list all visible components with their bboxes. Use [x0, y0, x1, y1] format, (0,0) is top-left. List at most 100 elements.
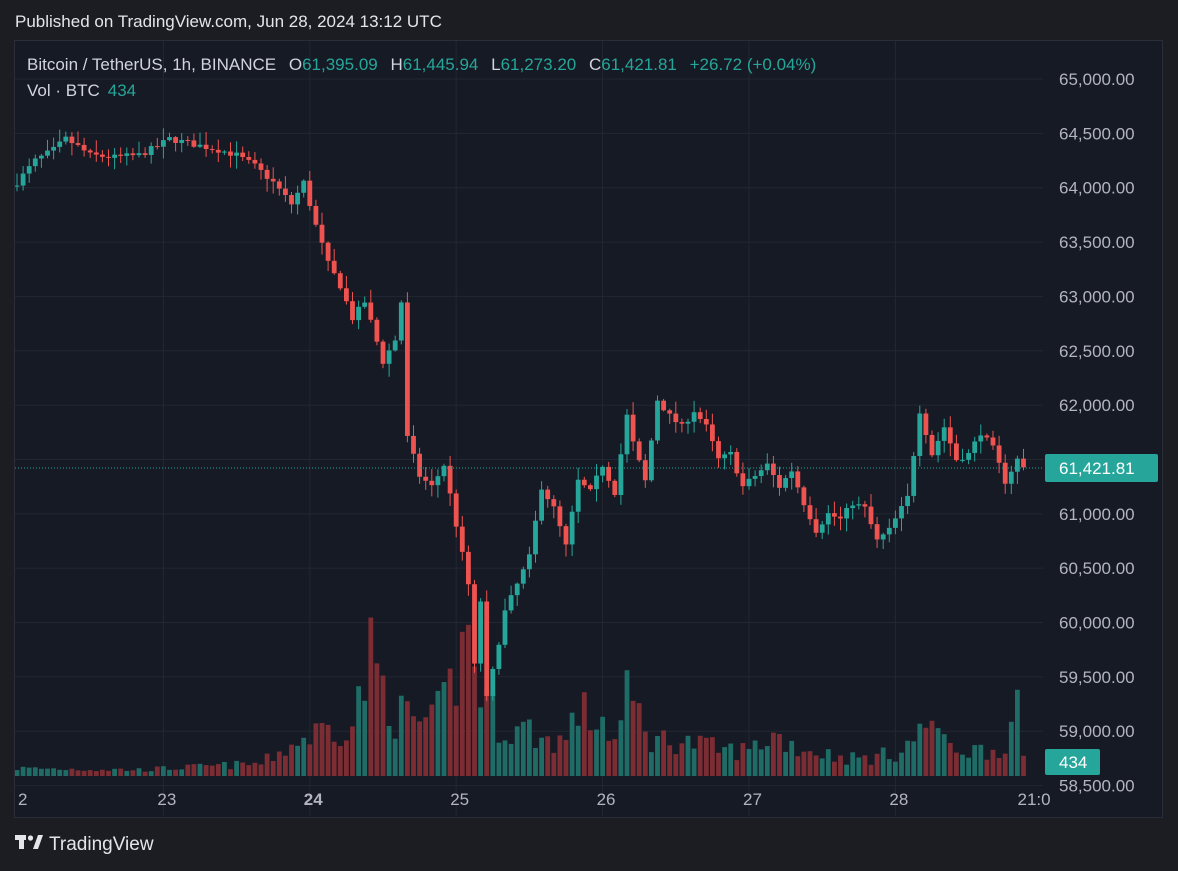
volume-bar[interactable] [441, 682, 447, 776]
candle-body[interactable] [222, 151, 227, 153]
volume-bar[interactable] [173, 769, 178, 776]
candle-body[interactable] [514, 583, 520, 596]
volume-bar[interactable] [594, 729, 599, 776]
volume-bar[interactable] [777, 733, 782, 776]
candle-body[interactable] [868, 506, 874, 525]
volume-bar[interactable] [911, 741, 917, 776]
candle-body[interactable] [270, 178, 276, 182]
volume-bar[interactable] [246, 765, 252, 776]
volume-bar[interactable] [649, 752, 654, 776]
candle-body[interactable] [148, 146, 154, 155]
candle-body[interactable] [26, 166, 32, 174]
volume-bar[interactable] [167, 769, 172, 776]
candle-body[interactable] [655, 400, 660, 441]
candle-body[interactable] [661, 400, 666, 411]
candle-body[interactable] [832, 513, 837, 517]
candle-body[interactable] [935, 440, 941, 456]
candle-body[interactable] [606, 466, 612, 481]
volume-bar[interactable] [57, 769, 63, 776]
candle-body[interactable] [649, 440, 654, 481]
candle-body[interactable] [575, 479, 581, 512]
volume-bar[interactable] [405, 701, 410, 776]
candle-body[interactable] [307, 180, 313, 206]
volume-bar[interactable] [295, 745, 300, 776]
candle-body[interactable] [710, 424, 715, 442]
volume-bar[interactable] [966, 757, 971, 776]
candle-body[interactable] [850, 505, 856, 509]
volume-bar[interactable] [825, 749, 831, 776]
volume-bar[interactable] [856, 757, 862, 776]
volume-bar[interactable] [466, 624, 471, 776]
candle-body[interactable] [264, 169, 270, 179]
volume-bar[interactable] [240, 762, 246, 776]
volume-bar[interactable] [142, 771, 148, 776]
candle-body[interactable] [716, 441, 721, 459]
candle-body[interactable] [557, 506, 563, 527]
volume-bar[interactable] [106, 770, 111, 776]
candle-body[interactable] [331, 260, 337, 274]
candle-body[interactable] [185, 139, 191, 141]
candle-body[interactable] [51, 146, 56, 151]
candle-body[interactable] [783, 478, 788, 488]
volume-bar[interactable] [496, 742, 502, 776]
candle-body[interactable] [368, 302, 374, 320]
volume-bar[interactable] [551, 752, 557, 776]
volume-bar[interactable] [429, 704, 435, 776]
volume-bar[interactable] [789, 740, 795, 776]
candle-body[interactable] [124, 153, 130, 156]
volume-bar[interactable] [331, 741, 337, 776]
volume-bar[interactable] [411, 716, 416, 776]
candle-body[interactable] [154, 146, 160, 148]
candle-body[interactable] [87, 150, 93, 153]
candle-body[interactable] [136, 153, 142, 156]
candle-body[interactable] [697, 412, 703, 419]
candle-body[interactable] [398, 302, 404, 341]
candle-body[interactable] [923, 413, 929, 436]
volume-bar[interactable] [795, 756, 801, 776]
volume-bar[interactable] [960, 754, 965, 776]
candle-body[interactable] [911, 456, 917, 496]
candle-body[interactable] [600, 466, 605, 476]
volume-bar[interactable] [783, 751, 788, 776]
volume-bar[interactable] [758, 749, 764, 776]
candle-body[interactable] [581, 479, 587, 486]
volume-bar[interactable] [356, 686, 361, 776]
candle-body[interactable] [112, 154, 117, 158]
candle-body[interactable] [764, 463, 770, 471]
volume-bar[interactable] [1021, 755, 1026, 776]
candle-body[interactable] [197, 144, 203, 147]
candle-body[interactable] [893, 518, 898, 528]
candle-body[interactable] [93, 152, 99, 155]
candle-body[interactable] [862, 504, 868, 507]
volume-bar[interactable] [276, 751, 282, 776]
volume-bar[interactable] [417, 721, 422, 776]
volume-bar[interactable] [69, 768, 75, 776]
candle-body[interactable] [392, 340, 398, 351]
volume-bar[interactable] [642, 731, 648, 776]
volume-bar[interactable] [630, 700, 636, 776]
candle-body[interactable] [728, 451, 734, 455]
candle-body[interactable] [325, 242, 331, 261]
volume-bar[interactable] [557, 735, 563, 776]
volume-bar[interactable] [435, 690, 441, 776]
candle-body[interactable] [441, 465, 447, 477]
volume-bar[interactable] [624, 670, 630, 776]
volume-bar[interactable] [832, 761, 837, 776]
volume-bar[interactable] [563, 740, 569, 776]
candle-body[interactable] [228, 151, 233, 156]
volume-bar[interactable] [710, 737, 715, 776]
volume-bar[interactable] [771, 732, 776, 776]
candle-body[interactable] [941, 427, 947, 441]
volume-bar[interactable] [923, 727, 929, 776]
volume-bar[interactable] [130, 770, 136, 776]
volume-bar[interactable] [838, 755, 843, 776]
candle-body[interactable] [685, 421, 691, 424]
volume-bar[interactable] [20, 766, 26, 776]
candle-body[interactable] [746, 478, 752, 487]
volume-bar[interactable] [972, 745, 978, 776]
volume-bar[interactable] [746, 749, 752, 776]
volume-bar[interactable] [484, 690, 490, 776]
footer-brand[interactable]: TradingView [15, 834, 154, 856]
volume-bar[interactable] [655, 736, 660, 776]
candle-body[interactable] [106, 156, 111, 158]
